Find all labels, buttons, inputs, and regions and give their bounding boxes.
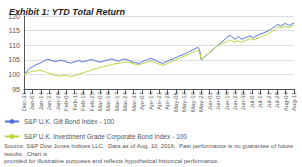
svg-text:Apr-28: Apr-28 <box>164 91 170 110</box>
svg-text:provided for illustrative purp: provided for illustrative purposes and r… <box>4 158 219 164</box>
svg-text:Dec-31: Dec-31 <box>21 91 27 111</box>
svg-text:Aug-11: Aug-11 <box>291 91 297 111</box>
svg-text:Jun-16: Jun-16 <box>224 91 230 110</box>
svg-text:Jan-28: Jan-28 <box>55 91 61 110</box>
svg-text:Jun-09: Jun-09 <box>215 91 221 110</box>
svg-text:Mar-17: Mar-17 <box>114 91 120 111</box>
svg-text:May-19: May-19 <box>190 91 196 112</box>
svg-text:Apr-21: Apr-21 <box>156 91 162 110</box>
svg-text:Jul-14: Jul-14 <box>257 91 263 108</box>
svg-text:Exhibit 1: YTD Total Return: Exhibit 1: YTD Total Return <box>9 7 126 17</box>
svg-text:110: 110 <box>9 42 20 49</box>
svg-text:Aug-04: Aug-04 <box>283 91 289 111</box>
svg-text:May-26: May-26 <box>198 91 204 112</box>
svg-text:Mar-31: Mar-31 <box>131 91 137 111</box>
svg-text:Jul-07: Jul-07 <box>249 91 255 108</box>
svg-text:May-12: May-12 <box>181 91 187 112</box>
svg-text:results. Chart is: results. Chart is <box>4 151 47 157</box>
svg-text:115: 115 <box>9 27 20 34</box>
svg-text:Jan-21: Jan-21 <box>46 91 52 110</box>
svg-text:Apr-14: Apr-14 <box>148 91 154 110</box>
svg-text:Jun-30: Jun-30 <box>240 91 246 110</box>
svg-text:May-05: May-05 <box>173 91 179 112</box>
svg-text:Jul-21: Jul-21 <box>266 91 272 108</box>
svg-text:95: 95 <box>12 86 20 93</box>
svg-text:Jul-28: Jul-28 <box>274 91 280 108</box>
svg-text:Feb-18: Feb-18 <box>80 91 86 111</box>
svg-text:Jan-14: Jan-14 <box>38 91 44 110</box>
svg-text:Apr-07: Apr-07 <box>139 91 145 110</box>
svg-text:105: 105 <box>8 56 20 63</box>
svg-text:100: 100 <box>8 71 20 78</box>
svg-text:Feb-25: Feb-25 <box>89 91 95 111</box>
svg-text:Feb-11: Feb-11 <box>72 91 78 110</box>
svg-text:Jun-02: Jun-02 <box>207 91 213 110</box>
svg-text:Feb-04: Feb-04 <box>63 91 69 111</box>
svg-text:Mar-10: Mar-10 <box>105 91 111 111</box>
svg-text:Jun-23: Jun-23 <box>232 91 238 110</box>
svg-text:Jan-07: Jan-07 <box>29 91 35 110</box>
svg-text:Mar-03: Mar-03 <box>97 91 103 111</box>
svg-text:Mar-24: Mar-24 <box>122 91 128 111</box>
svg-text:S&P U.K. Investment Grade Corp: S&P U.K. Investment Grade Corporate Bond… <box>24 133 187 141</box>
svg-text:Source: S&P Dow Jones Indices: Source: S&P Dow Jones Indices LLC. Data … <box>4 143 295 149</box>
svg-text:S&P U.K. Gilt Bond Index - 100: S&P U.K. Gilt Bond Index - 100 <box>24 118 115 125</box>
